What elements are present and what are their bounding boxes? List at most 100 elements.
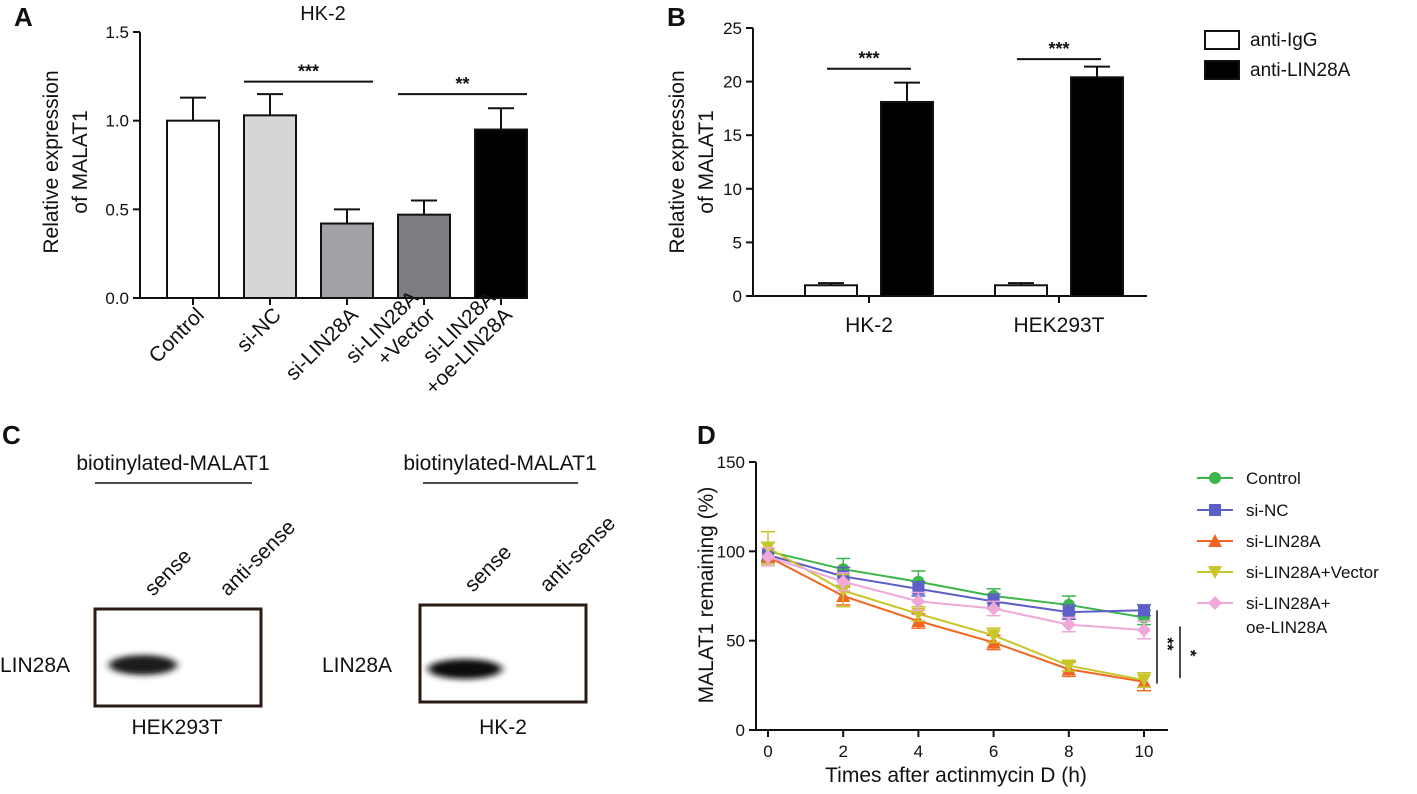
legend-swatch [1204,60,1240,80]
series-line [767,555,1145,631]
significance-label: *** [298,62,319,82]
panel-a-significance: ***** [244,62,527,96]
data-point [761,549,775,564]
significance-label: *** [1048,39,1069,59]
data-point [1137,622,1151,637]
legend-label: Control [1246,469,1301,488]
bar [397,213,451,299]
panel-c-blots: biotinylated-MALAT1 sense anti-sense LIN… [0,452,620,739]
series-line [767,546,1145,681]
legend-label: anti-IgG [1250,30,1318,51]
blot-frame [93,607,263,708]
series-line [767,555,1145,683]
series-line [767,553,1145,614]
legend-label: si-NC [1246,501,1289,520]
y-tick-label: 15 [723,126,742,145]
x-tick-label: 6 [989,742,998,761]
y-tick-label: 0.0 [105,289,129,308]
x-tick-label: 8 [1064,742,1073,761]
category-label: si-LIN28A+Vector [341,287,439,371]
blot-hk-2: biotinylated-MALAT1 sense anti-sense LIN… [322,452,620,739]
y-tick-label: 100 [717,542,745,561]
panel-a-title: HK-2 [300,3,346,25]
bar [994,284,1048,297]
panel-b-y-axis-title-line: Relative expression [666,70,689,253]
lane-label-sense: sense [460,541,516,597]
significance-label: ** [1158,637,1177,651]
lane-label-anti-sense: anti-sense [535,512,620,597]
panel-a-y-axis-title-line: of MALAT1 [69,110,92,213]
data-point [986,601,1001,616]
panel-b-y-axis-title: Relative expression of MALAT1 [666,70,718,253]
legend-label: anti-LIN28A [1250,60,1351,81]
blot-header: biotinylated-MALAT1 [76,452,269,475]
data-point [836,574,851,589]
panel-a-bar-chart: HK-2 Relative expression of MALAT1 0.0 0.… [40,3,528,400]
series-line [767,550,1145,619]
significance-label: ** [455,74,469,94]
lane-label-sense: sense [140,545,196,601]
panel-letter-c: C [2,420,21,450]
x-tick-label: 10 [1135,742,1154,761]
category-label: HK-2 [845,314,893,337]
panel-a-category-labels: Control si-NCsi-LIN28Asi-LIN28A+Vectorsi-… [145,287,517,400]
y-tick-label: 1.5 [105,23,129,42]
blot-band-sense [428,659,502,679]
blot-hek293t: biotinylated-MALAT1 sense anti-sense LIN… [0,452,300,739]
bar [804,284,858,297]
panel-b-bar-chart: Relative expression of MALAT1 0 5 10 15 20 25… [666,19,1351,337]
category-label: HEK293T [1013,314,1104,337]
y-tick-label: 25 [723,19,742,38]
blot-band-sense [109,655,177,675]
y-tick-label: 1.0 [105,112,129,131]
panel-b-significance: *** *** [827,39,1101,70]
y-tick-label: 20 [723,73,742,92]
data-point [1061,659,1076,673]
x-tick-label: 4 [914,742,923,761]
legend-label: si-LIN28A+ [1246,594,1331,613]
panel-d-series [761,530,1151,692]
panel-letter-d: D [697,420,716,450]
panel-d-legend: Control si-NC si-LIN28A si-LIN28A+Vector si-… [1197,469,1379,637]
bar [243,114,297,299]
blot-cell-line: HK-2 [479,716,527,739]
panel-d-line-chart: MALAT1 remaining (%) Times after actinmy… [695,453,1379,787]
y-tick-label: 0.5 [105,200,129,219]
category-label: si-NC [232,304,285,357]
y-tick-label: 0 [733,287,742,306]
data-point [1209,504,1221,516]
y-tick-label: 0 [736,721,745,740]
data-point [1209,472,1221,484]
legend-label: si-LIN28A [1246,532,1321,551]
data-point [1138,604,1150,617]
panel-d-significance: *** [1156,610,1200,684]
y-tick-label: 5 [733,233,742,252]
y-tick-label: 10 [723,180,742,199]
data-point [1137,673,1151,687]
data-point [911,607,926,621]
legend-swatch [1204,30,1240,50]
data-point [1061,617,1076,632]
significance-label: *** [858,49,879,69]
data-point [986,629,1001,643]
bar [166,119,220,299]
significance-label: * [1181,650,1200,657]
category-label-line: Control [145,304,209,368]
blot-cell-line: HEK293T [131,716,222,739]
bar [880,100,934,297]
legend-label: si-LIN28A+Vector [1246,563,1379,582]
panel-letter-b: B [667,2,686,32]
panel-d-axes: 0 50 100 150 0 2 4 6 8 10 [717,453,1168,761]
data-point [911,594,926,609]
panel-b-bars [804,65,1124,297]
panel-a-y-axis-title: Relative expression of MALAT1 [40,70,92,253]
blot-row-label: LIN28A [322,654,392,677]
bar [320,222,374,300]
panel-a-bars [166,93,528,300]
bar [1070,76,1124,297]
series-si-lin28a-oe-lin28a [761,547,1151,640]
y-tick-label: 150 [717,453,745,472]
x-tick-label: 2 [838,742,847,761]
data-point [1062,606,1075,619]
legend-label: oe-LIN28A [1246,618,1328,637]
